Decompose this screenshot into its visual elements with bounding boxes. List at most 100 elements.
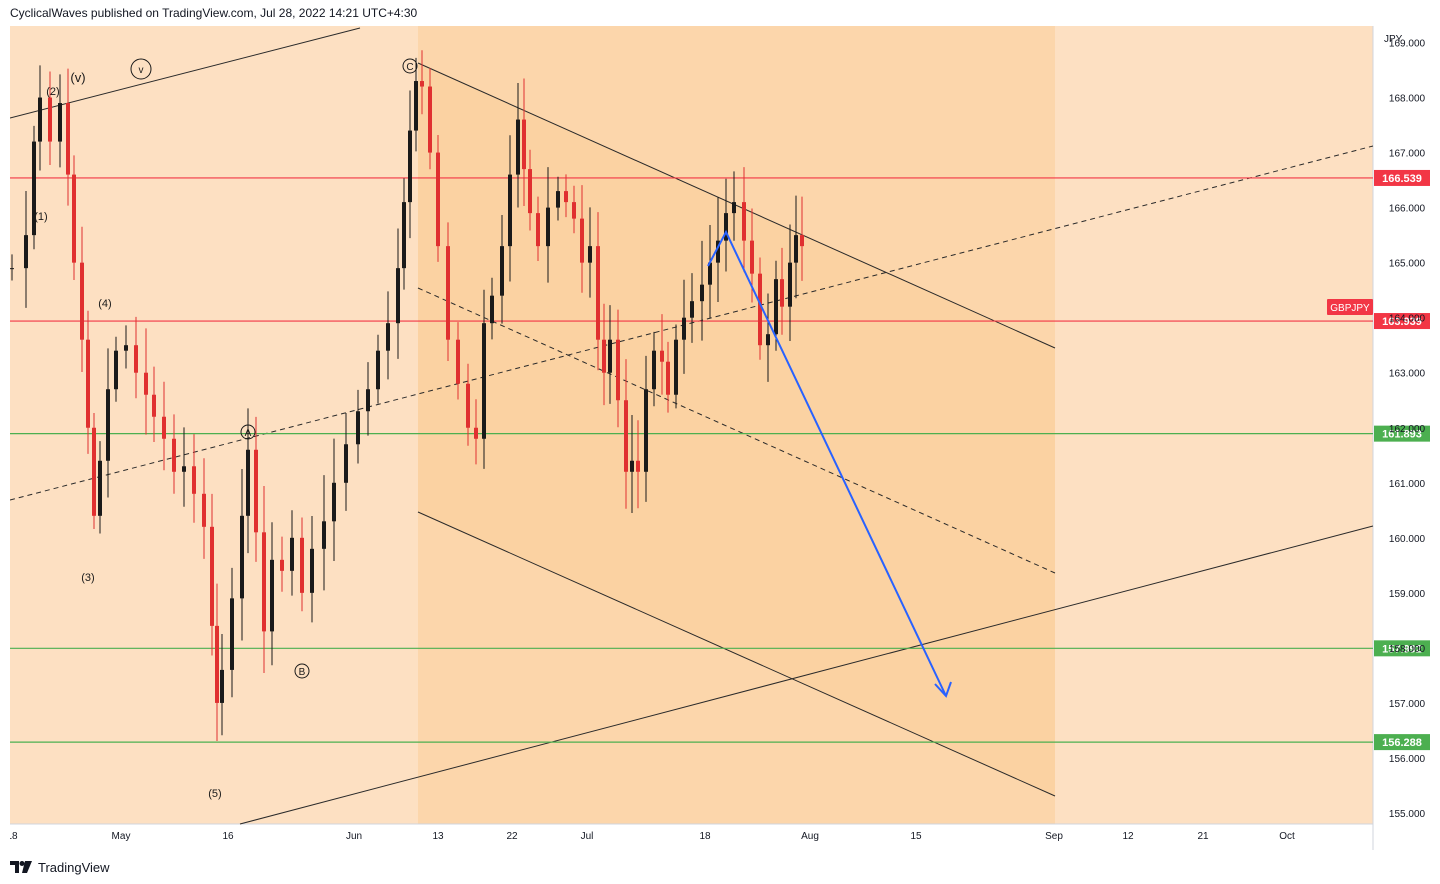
candle-body (408, 130, 412, 203)
symbol-badge-label: GBPJPY (1330, 303, 1370, 314)
candle-body (428, 86, 432, 153)
candle-body (254, 449, 258, 533)
candle-body (66, 103, 70, 175)
wave-label: (4) (98, 298, 111, 310)
level-label-2: 161.893 (1382, 429, 1422, 441)
candle-body (788, 262, 792, 307)
y-tick-label: 168.000 (1389, 94, 1426, 105)
wave-label: A (245, 428, 252, 439)
candle-body (716, 240, 720, 263)
candle-body (528, 169, 532, 214)
candle-body (144, 372, 148, 395)
x-tick-label: Jul (581, 831, 594, 842)
y-tick-label: 155.000 (1389, 809, 1426, 820)
candle-body (92, 427, 96, 516)
candle-body (700, 284, 704, 302)
candle-body (106, 389, 110, 461)
candle-body (690, 301, 694, 318)
symbol-badge (1327, 299, 1373, 315)
wave-label-circle (294, 663, 310, 679)
candle-body (674, 339, 678, 395)
tradingview-logo-icon (10, 861, 32, 873)
candle-body (332, 482, 336, 522)
candle-body (356, 411, 360, 445)
candle-body (572, 202, 576, 219)
candle-body (482, 323, 486, 439)
y-tick-label: 166.000 (1389, 204, 1426, 215)
y-tick-label: 160.000 (1389, 534, 1426, 545)
candle-body (588, 246, 592, 263)
wave-label-circle (402, 58, 418, 74)
candle-body (376, 350, 380, 390)
candle-body (246, 449, 250, 516)
candle-body (262, 532, 266, 632)
candle-body (300, 537, 304, 593)
candle-body (766, 334, 770, 346)
candle-body (48, 97, 52, 142)
candle-body (215, 625, 219, 703)
wave-label: C (406, 62, 413, 73)
candle-body (24, 235, 28, 269)
x-tick-label: Oct (1279, 831, 1295, 842)
candle-body (800, 235, 804, 247)
x-tick-label: 18 (10, 831, 18, 842)
candle-body (86, 339, 90, 428)
candle-body (172, 438, 176, 472)
level-label-1: 163.939 (1382, 316, 1422, 328)
candle-body (152, 394, 156, 417)
candle-body (546, 207, 550, 247)
y-tick-label: 169.000 (1389, 39, 1426, 50)
x-tick-label: 22 (506, 831, 518, 842)
x-tick-label: 12 (1122, 831, 1134, 842)
candle-body (290, 537, 294, 571)
candle-body (644, 389, 648, 472)
wave-label: (3) (81, 572, 94, 584)
candle-body (220, 669, 224, 703)
y-tick-label: 159.000 (1389, 589, 1426, 600)
tradingview-brand: TradingView (38, 859, 110, 875)
publisher-header: CyclicalWaves published on TradingView.c… (10, 6, 418, 20)
candle-body (456, 339, 460, 384)
chart-svg[interactable]: 166.539 163.939 161.893 157.992 156.288 GBPJP… (6, 26, 1430, 850)
candle-body (386, 323, 390, 351)
candle-body (742, 202, 746, 241)
wave-label: (v) (70, 70, 85, 85)
x-tick-label: May (112, 831, 131, 842)
level-badge-1 (1374, 313, 1430, 330)
candle-body (724, 213, 728, 241)
forecast-arrow-line (707, 229, 947, 697)
y-tick-label: 161.000 (1389, 479, 1426, 490)
price-axis-background (1373, 26, 1430, 824)
candle-body (758, 273, 762, 346)
candle-body (490, 295, 494, 324)
candle-body (636, 460, 640, 472)
candle-body (280, 559, 284, 571)
candle-body (774, 279, 778, 335)
candle-body (230, 598, 234, 670)
level-label-4: 156.288 (1382, 737, 1422, 749)
y-tick-label: 158.000 (1389, 644, 1426, 655)
chart-area[interactable]: 166.539 163.939 161.893 157.992 156.288 GBPJP… (6, 26, 1430, 850)
time-axis-background (10, 824, 1430, 850)
candle-body (270, 559, 274, 632)
candle-body (624, 400, 628, 472)
candle-body (556, 191, 560, 208)
candle-body (192, 466, 196, 494)
candle-body (210, 526, 214, 626)
y-tick-label: 165.000 (1389, 259, 1426, 270)
tradingview-footer: TradingView (10, 856, 110, 878)
y-tick-label: 167.000 (1389, 149, 1426, 160)
y-tick-label: 157.000 (1389, 699, 1426, 710)
candle-body (508, 174, 512, 247)
candle-body (310, 548, 314, 593)
candle-body (708, 262, 712, 285)
candle-body (114, 350, 118, 390)
candle-body (366, 389, 370, 412)
candle-body (794, 235, 798, 263)
candle-body (240, 515, 244, 599)
candle-body (660, 350, 664, 362)
candle-body (58, 103, 62, 142)
x-tick-label: Sep (1045, 831, 1063, 842)
candle-body (596, 246, 600, 340)
candle-body (536, 213, 540, 247)
